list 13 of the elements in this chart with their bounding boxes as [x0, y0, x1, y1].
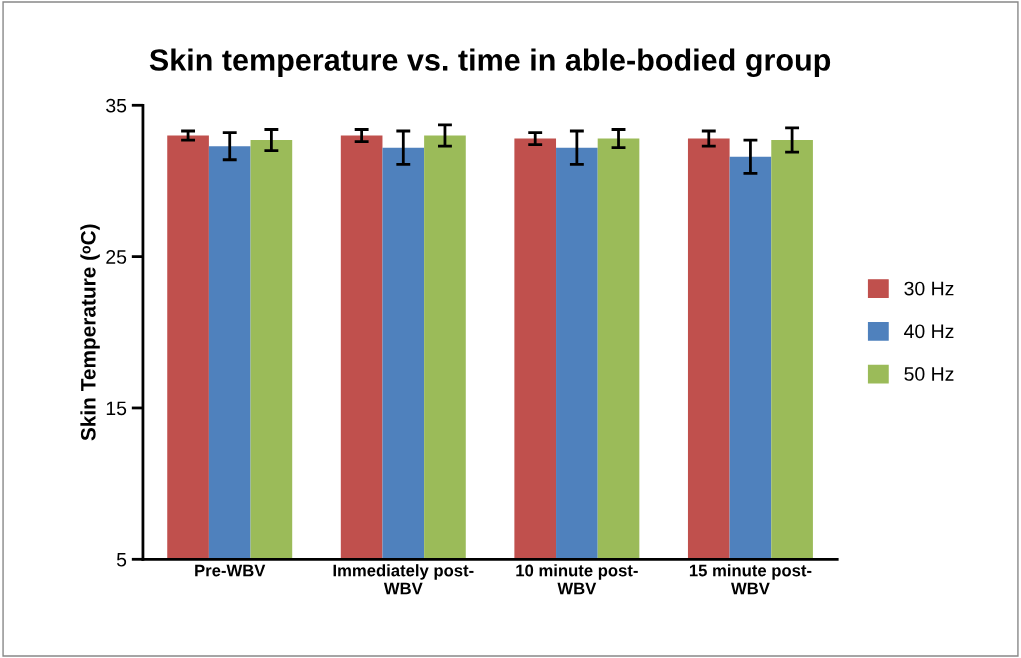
x-tick-label: Pre-WBV	[195, 564, 266, 577]
x-tick-label: Immediately post-WBV	[333, 564, 474, 595]
chart-title: Skin temperature vs. time in able-bodied group	[149, 48, 831, 78]
y-tick-label: 35	[106, 98, 127, 113]
y-tick-label: 25	[106, 250, 127, 264]
legend-label: 30 Hz	[904, 281, 954, 296]
y-axis-title: Skin Temperature (ᵒC)	[80, 224, 100, 441]
legend-label: 40 Hz	[904, 324, 954, 339]
x-tick-label: 10 minute post-WBV	[516, 564, 638, 595]
y-tick-label: 5	[116, 552, 127, 567]
y-tick-label: 15	[106, 401, 127, 416]
x-tick-label: 15 minute post-WBV	[689, 564, 812, 595]
legend-label: 50 Hz	[904, 367, 954, 381]
